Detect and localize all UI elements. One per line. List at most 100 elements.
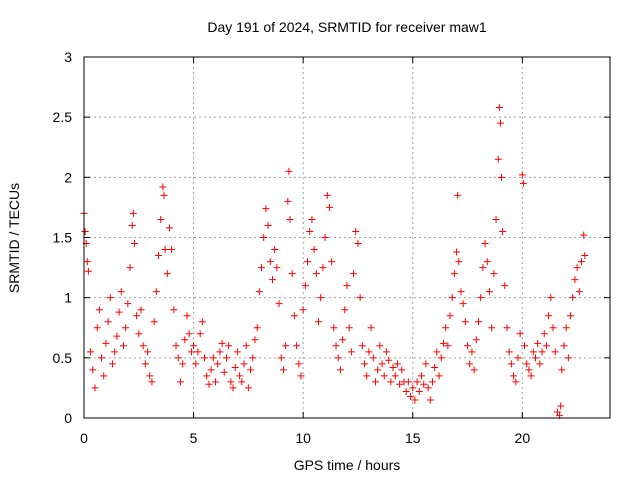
data-point: [285, 167, 293, 175]
data-point: [220, 368, 228, 376]
data-point: [398, 366, 406, 374]
data-point: [141, 360, 149, 368]
data-point: [538, 348, 546, 356]
data-point: [341, 306, 349, 314]
data-point: [358, 342, 366, 350]
data-point: [247, 366, 255, 374]
data-point: [477, 294, 485, 302]
data-point: [363, 372, 371, 380]
data-point: [205, 380, 213, 388]
data-point: [558, 366, 566, 374]
data-point: [389, 363, 397, 371]
data-point: [553, 408, 561, 416]
data-point: [581, 252, 589, 260]
data-point: [507, 360, 515, 368]
data-point: [253, 324, 261, 332]
y-tick-label: 3: [64, 49, 72, 65]
data-point: [562, 324, 570, 332]
axis-ticks: [83, 56, 610, 419]
data-point: [192, 360, 200, 368]
data-point: [350, 270, 358, 278]
y-tick-label: 0.5: [53, 350, 73, 366]
data-point: [374, 366, 382, 374]
data-point: [437, 354, 445, 362]
data-point: [551, 348, 559, 356]
data-point: [413, 378, 421, 386]
data-point: [273, 264, 281, 272]
y-tick-label: 0: [64, 410, 72, 426]
data-point: [369, 354, 377, 362]
data-point: [95, 306, 103, 314]
data-point: [150, 318, 158, 326]
data-point: [415, 388, 423, 396]
data-point: [293, 342, 301, 350]
data-point: [580, 231, 588, 239]
data-point: [130, 240, 138, 248]
y-axis-title: SRMTID / TECUs: [6, 183, 22, 293]
data-point: [356, 294, 364, 302]
data-point: [479, 264, 487, 272]
data-point: [306, 227, 314, 235]
data-point: [304, 258, 312, 266]
data-point: [238, 378, 246, 386]
data-point: [244, 384, 252, 392]
data-point: [501, 282, 509, 290]
data-point: [343, 282, 351, 290]
data-point: [231, 363, 239, 371]
data-point: [391, 372, 399, 380]
data-point: [426, 396, 434, 404]
data-point: [128, 221, 136, 229]
data-point: [523, 360, 531, 368]
x-tick-label: 20: [515, 430, 531, 446]
data-point: [564, 354, 572, 362]
data-point: [297, 372, 305, 380]
data-point: [407, 392, 415, 400]
data-point: [203, 372, 211, 380]
data-point: [102, 339, 110, 347]
data-point: [301, 282, 309, 290]
data-point: [496, 119, 504, 127]
data-point: [144, 348, 152, 356]
data-point: [129, 209, 137, 217]
data-point: [529, 348, 537, 356]
data-point: [547, 294, 555, 302]
data-point: [521, 342, 529, 350]
data-point: [385, 356, 393, 364]
data-point: [378, 360, 386, 368]
data-point: [157, 215, 165, 223]
data-point: [249, 354, 257, 362]
data-point: [321, 234, 329, 241]
data-point: [492, 215, 500, 223]
data-point: [516, 330, 524, 338]
data-point: [122, 324, 130, 332]
data-point: [93, 324, 101, 332]
data-point: [573, 264, 581, 272]
data-point: [512, 378, 520, 386]
data-point: [176, 378, 184, 386]
data-point: [431, 363, 439, 371]
data-point: [190, 342, 198, 350]
data-point: [382, 348, 390, 356]
data-point: [578, 258, 586, 266]
data-point: [196, 330, 204, 338]
data-point: [424, 384, 432, 392]
data-point: [376, 342, 384, 350]
data-points: [80, 104, 589, 420]
data-point: [282, 342, 290, 350]
data-point: [172, 342, 180, 350]
data-point: [198, 318, 206, 326]
data-point: [442, 324, 450, 332]
data-point: [542, 342, 550, 350]
x-tick-label: 5: [190, 430, 198, 446]
data-point: [225, 342, 233, 350]
data-point: [319, 264, 327, 272]
data-point: [453, 248, 461, 256]
data-point: [159, 183, 167, 191]
data-point: [139, 342, 147, 350]
data-point: [181, 336, 189, 344]
data-point: [525, 366, 533, 374]
data-point: [345, 324, 353, 332]
data-point: [236, 372, 244, 380]
data-point: [336, 366, 344, 374]
data-point: [545, 312, 553, 320]
